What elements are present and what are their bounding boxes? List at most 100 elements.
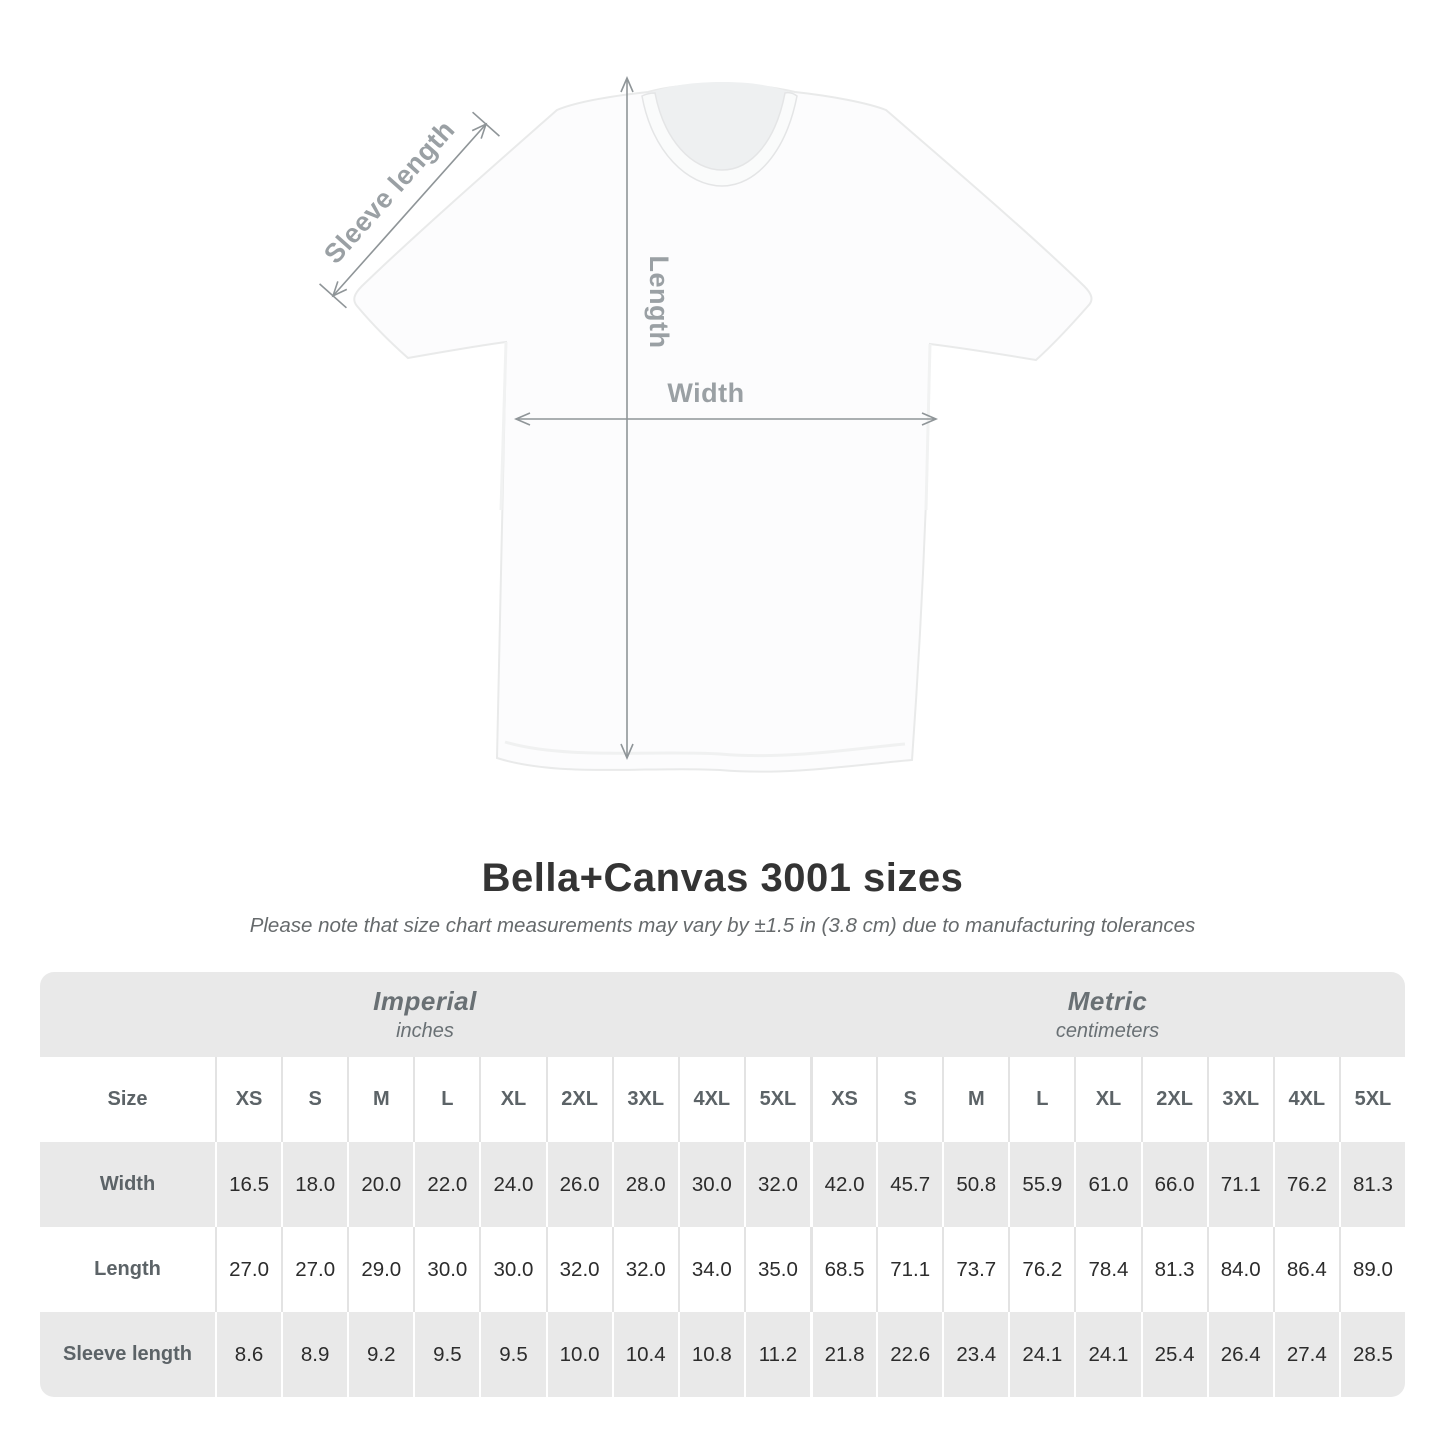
imperial-value-cell: 8.6 [215, 1312, 281, 1397]
metric-value-cell: 89.0 [1338, 1227, 1405, 1312]
metric-value-cell: 71.1 [876, 1227, 942, 1312]
size-label-cell: XS [215, 1057, 281, 1142]
arrowhead-icon [620, 75, 634, 93]
size-label-cell: L [1008, 1057, 1074, 1142]
metric-value-cell: 23.4 [942, 1312, 1008, 1397]
measurement-row-label: Width [99, 1173, 156, 1195]
dimension-end-tick [472, 111, 500, 137]
metric-value-cell: 71.1 [1206, 1142, 1273, 1227]
dimension-end-tick [319, 283, 347, 309]
imperial-value-cell: 9.2 [347, 1312, 413, 1397]
imperial-value-cell: 27.0 [215, 1227, 281, 1312]
measurement-row-label: Sleeve length [63, 1343, 192, 1365]
imperial-value-cell: 32.0 [611, 1227, 678, 1312]
imperial-value-cell: 27.0 [281, 1227, 347, 1312]
metric-value-cell: 26.4 [1206, 1312, 1273, 1397]
imperial-value-cell: 24.0 [479, 1142, 545, 1227]
size-label-cell: 3XL [1206, 1057, 1273, 1142]
metric-value-cell: 24.1 [1008, 1312, 1074, 1397]
size-label-cell: 3XL [611, 1057, 678, 1142]
imperial-value-cell: 32.0 [743, 1142, 810, 1227]
imperial-header-label: Imperial [373, 986, 477, 1016]
metric-value-cell: 27.4 [1272, 1312, 1339, 1397]
metric-value-cell: 76.2 [1272, 1142, 1339, 1227]
metric-value-cell: 22.6 [876, 1312, 942, 1397]
size-label-cell: M [347, 1057, 413, 1142]
imperial-value-cell: 11.2 [743, 1312, 810, 1397]
metric-value-cell: 86.4 [1272, 1227, 1339, 1312]
size-column-header: Size [107, 1088, 148, 1110]
tshirt-left-sleeve-seam [499, 341, 508, 511]
imperial-value-cell: 9.5 [479, 1312, 545, 1397]
size-label-cell: S [281, 1057, 347, 1142]
imperial-value-cell: 30.0 [413, 1227, 479, 1312]
measurement-row: Sleeve length 8.6 8.9 9.2 9.5 9.5 10.0 10.4 10.8… [40, 1312, 1405, 1397]
metric-value-cell: 61.0 [1074, 1142, 1140, 1227]
imperial-value-cell: 30.0 [677, 1142, 744, 1227]
imperial-value-cell: 29.0 [347, 1227, 413, 1312]
size-label-cell: 2XL [545, 1057, 612, 1142]
imperial-value-cell: 34.0 [677, 1227, 744, 1312]
tshirt-body [353, 83, 1093, 773]
table-body: Size XS S M L XL 2XL 3XL 4XL 5XL XS S M L XL 2XL 3XL 4XL 5… [40, 1057, 1405, 1397]
size-label-cell: 4XL [1272, 1057, 1339, 1142]
length-dimension: Length [620, 75, 674, 761]
tshirt-size-diagram: Sleeve length Length Width [318, 75, 1093, 773]
tshirt-right-sleeve-seam [924, 343, 932, 511]
width-dimension: Width [513, 378, 939, 426]
tshirt-hem-shadow [504, 740, 906, 758]
metric-value-cell: 66.0 [1140, 1142, 1207, 1227]
tolerance-note: Please note that size chart measurements… [249, 914, 1196, 937]
page-title: Bella+Canvas 3001 sizes [481, 856, 964, 900]
size-label-cell: 2XL [1140, 1057, 1207, 1142]
sleeve-length-arrow [332, 123, 487, 297]
metric-value-cell: 84.0 [1206, 1227, 1273, 1312]
size-label-cell: L [413, 1057, 479, 1142]
imperial-value-cell: 28.0 [611, 1142, 678, 1227]
metric-value-cell: 42.0 [810, 1142, 876, 1227]
imperial-header-unit: inches [396, 1020, 454, 1042]
size-label-cell: 5XL [743, 1057, 810, 1142]
imperial-value-cell: 16.5 [215, 1142, 281, 1227]
imperial-value-cell: 35.0 [743, 1227, 810, 1312]
imperial-value-cell: 10.4 [611, 1312, 678, 1397]
metric-header-label: Metric [1067, 986, 1148, 1016]
measurement-row: Length 27.0 27.0 29.0 30.0 30.0 32.0 32.0 34.0 35… [40, 1227, 1405, 1312]
metric-value-cell: 55.9 [1008, 1142, 1074, 1227]
metric-value-cell: 25.4 [1140, 1312, 1207, 1397]
size-label-cell: 4XL [677, 1057, 744, 1142]
imperial-value-cell: 9.5 [413, 1312, 479, 1397]
metric-header: Metric centimeters [810, 972, 1405, 1057]
imperial-value-cell: 10.0 [545, 1312, 612, 1397]
size-chart-table: Imperial inches Metric centimeters Size X… [40, 972, 1405, 1397]
metric-value-cell: 81.3 [1338, 1142, 1405, 1227]
metric-value-cell: 24.1 [1074, 1312, 1140, 1397]
metric-value-cell: 28.5 [1338, 1312, 1405, 1397]
imperial-value-cell: 20.0 [347, 1142, 413, 1227]
measurement-row-label: Length [94, 1258, 161, 1280]
imperial-value-cell: 30.0 [479, 1227, 545, 1312]
size-label-cell: XL [1074, 1057, 1140, 1142]
size-label-cell: M [942, 1057, 1008, 1142]
imperial-value-cell: 26.0 [545, 1142, 612, 1227]
arrowhead-icon [513, 412, 531, 426]
size-header-row: Size XS S M L XL 2XL 3XL 4XL 5XL XS S M L XL 2XL 3XL 4XL 5… [40, 1057, 1405, 1142]
metric-value-cell: 76.2 [1008, 1227, 1074, 1312]
imperial-value-cell: 18.0 [281, 1142, 347, 1227]
size-label-cell: 5XL [1338, 1057, 1405, 1142]
size-label-cell: S [876, 1057, 942, 1142]
imperial-value-cell: 10.8 [677, 1312, 744, 1397]
measurement-row: Width 16.5 18.0 20.0 22.0 24.0 26.0 28.0 30.0 32.… [40, 1142, 1405, 1227]
size-label-cell: XL [479, 1057, 545, 1142]
imperial-header: Imperial inches [40, 972, 810, 1057]
imperial-value-cell: 22.0 [413, 1142, 479, 1227]
imperial-value-cell: 8.9 [281, 1312, 347, 1397]
tshirt-collar [641, 91, 798, 187]
metric-value-cell: 73.7 [942, 1227, 1008, 1312]
metric-value-cell: 68.5 [810, 1227, 876, 1312]
unit-header-row: Imperial inches Metric centimeters [40, 972, 1405, 1057]
length-label: Length [644, 256, 674, 349]
arrowhead-icon [620, 743, 634, 761]
metric-value-cell: 21.8 [810, 1312, 876, 1397]
